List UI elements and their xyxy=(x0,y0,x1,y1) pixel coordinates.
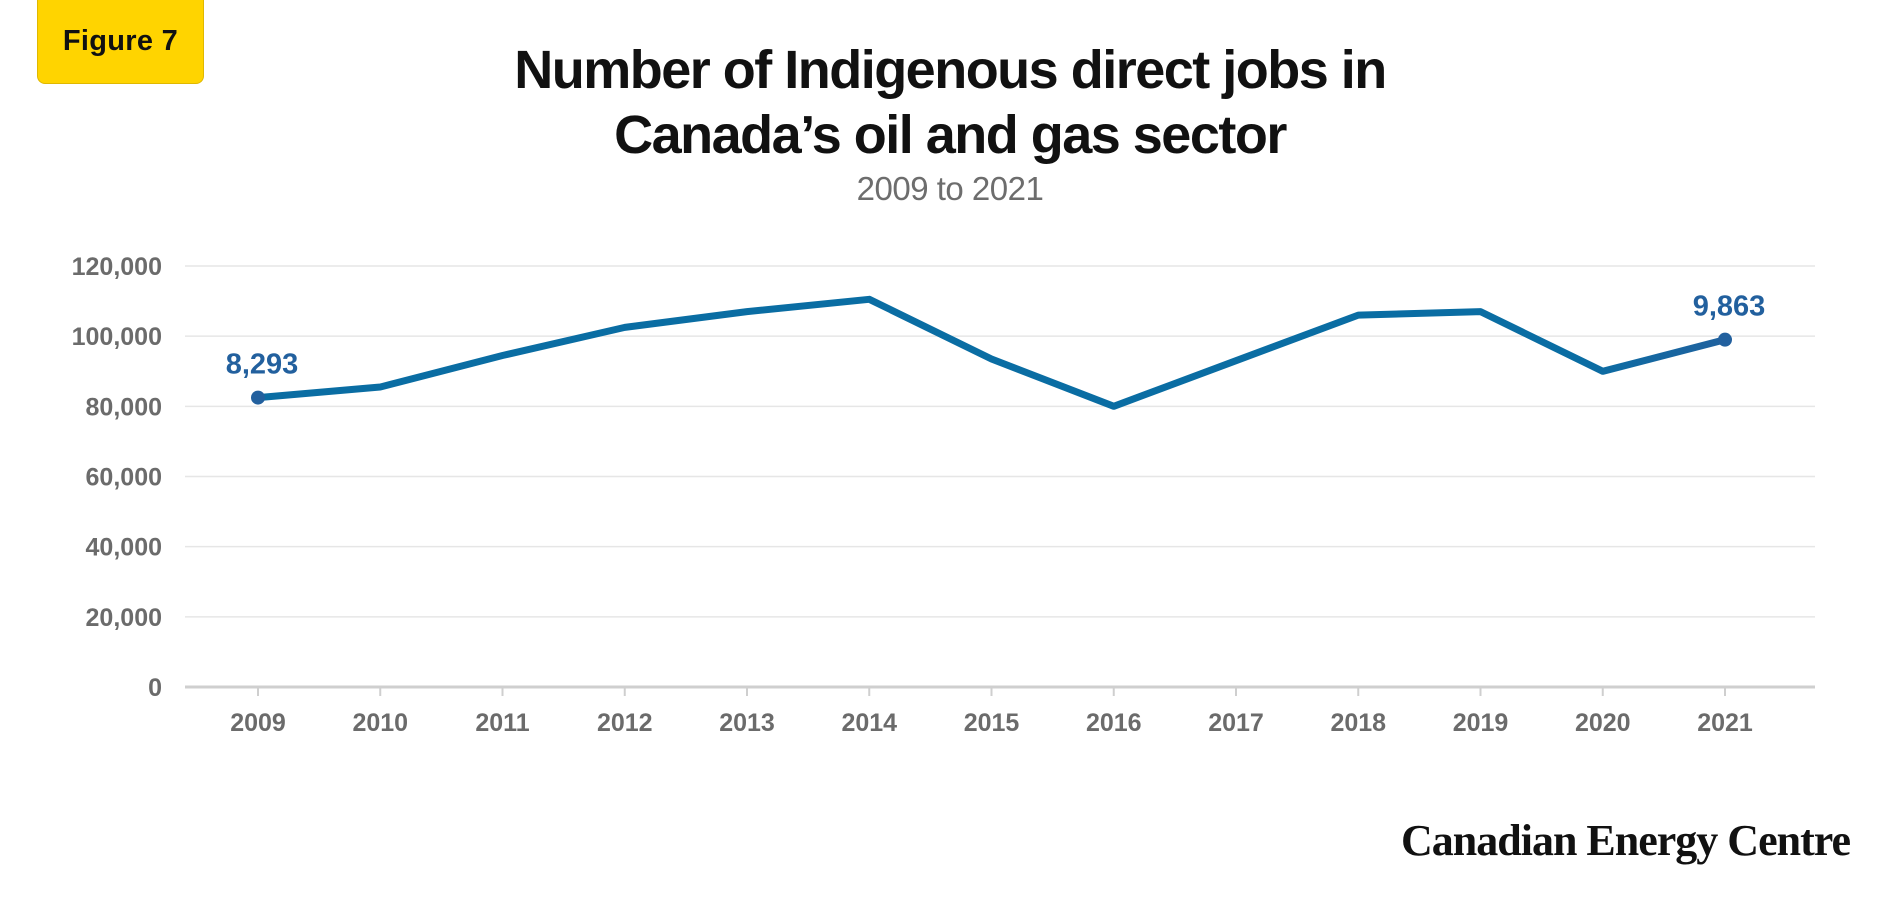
x-axis: 2009 2010 2011 2012 2013 2014 2015 2016 2017 2018… xyxy=(185,685,1815,737)
endpoint-marker xyxy=(1718,332,1732,347)
x-tick-label: 2010 xyxy=(352,709,408,737)
chart-title-line-1: Number of Indigenous direct jobs in xyxy=(514,40,1387,100)
chart-title: Number of Indigenous direct jobs in Cana… xyxy=(0,38,1900,168)
x-tick-label: 2015 xyxy=(964,709,1020,737)
y-axis: 0 20,000 40,000 60,000 80,000 100,000 120,000 xyxy=(72,253,162,702)
line-chart: 020,00040,00060,00080,000100,000120,000 … xyxy=(72,253,1815,737)
x-tick-label: 2014 xyxy=(841,709,897,737)
endpoint-marker xyxy=(251,390,265,405)
data-label: 8,293 xyxy=(226,349,299,381)
x-tick-label: 2018 xyxy=(1330,709,1386,737)
figure-badge: Figure 7 xyxy=(37,0,204,84)
y-tick-label: 120,000 xyxy=(72,253,162,281)
x-tick-label: 2011 xyxy=(475,709,529,737)
x-tick-label: 2013 xyxy=(719,709,775,737)
y-tick-label: 40,000 xyxy=(86,534,162,562)
x-tick-label: 2017 xyxy=(1208,709,1264,737)
y-tick-label: 80,000 xyxy=(86,393,162,421)
gridlines xyxy=(185,265,1815,618)
chart-subtitle: 2009 to 2021 xyxy=(856,170,1044,207)
x-tick-label: 2021 xyxy=(1697,709,1753,737)
y-tick-label: 20,000 xyxy=(86,604,162,632)
y-tick-label: 60,000 xyxy=(86,464,162,492)
y-tick-label: 100,000 xyxy=(72,323,162,351)
x-tick-label: 2009 xyxy=(230,709,286,737)
series-line xyxy=(254,295,1729,410)
x-tick-label: 2020 xyxy=(1575,709,1631,737)
x-tick-label: 2012 xyxy=(597,709,653,737)
data-label: 9,863 xyxy=(1693,291,1766,323)
series-layer xyxy=(254,295,1729,410)
x-tick-label: 2019 xyxy=(1453,709,1509,737)
x-tick-label: 2016 xyxy=(1086,709,1142,737)
data-labels: 8,293 9,863 xyxy=(226,291,1766,405)
brand-logo-text: Canadian Energy Centre xyxy=(1401,816,1851,865)
chart-title-line-2: Canada’s oil and gas sector xyxy=(614,105,1287,165)
y-tick-label: 0 xyxy=(148,674,162,702)
